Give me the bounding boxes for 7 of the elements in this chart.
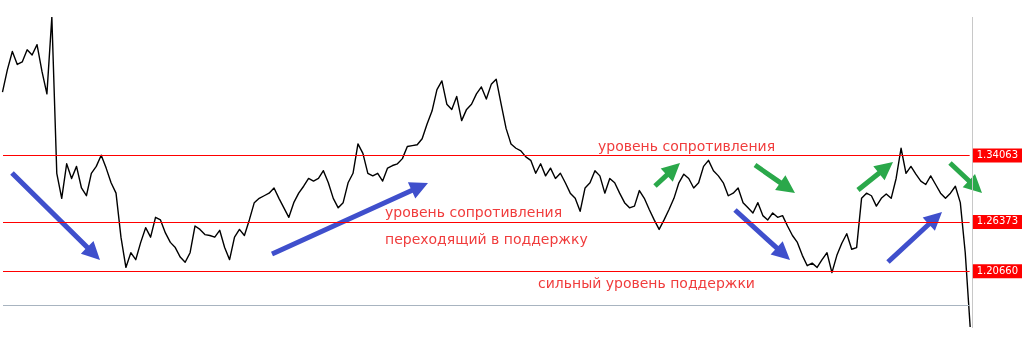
y-tick-label: 1.26373 (976, 215, 1019, 227)
y-tick-label: 1.34063 (976, 149, 1019, 161)
y-tick-label: 1.20660 (976, 264, 1019, 276)
annotation: переходящий в поддержку (385, 231, 588, 247)
annotation: уровень сопротивления (385, 204, 563, 220)
annotation: сильный уровень поддержки (538, 275, 755, 291)
annotation: уровень сопротивления (598, 138, 776, 154)
